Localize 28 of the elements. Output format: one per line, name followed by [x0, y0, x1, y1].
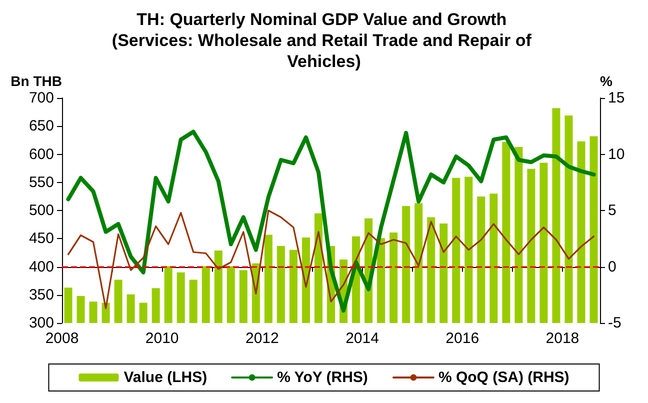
- x-tick-label: 2008: [45, 330, 79, 347]
- line-series: [67, 210, 595, 310]
- y-axis-title: Bn THB: [10, 73, 62, 89]
- x-tick-label: 2012: [246, 330, 279, 347]
- y-tick-label: 300: [28, 314, 54, 332]
- x-tick-label: 2014: [346, 330, 379, 347]
- legend-label: % QoQ (SA) (RHS): [438, 369, 570, 386]
- legend-label: % YoY (RHS): [277, 369, 368, 386]
- y-tick-label: 550: [28, 174, 54, 191]
- y2-tick-label: 10: [608, 146, 625, 163]
- y-tick-label: 400: [28, 258, 54, 276]
- y-tick-label: 650: [28, 118, 54, 135]
- x-tick-label: 2018: [546, 330, 580, 347]
- y-tick-label: 700: [28, 90, 54, 106]
- legend-label: Value (LHS): [124, 369, 208, 386]
- y-tick-label: 500: [28, 202, 54, 219]
- y-tick-label: 350: [28, 286, 54, 304]
- x-tick-label: 2010: [145, 330, 179, 347]
- y-tick-label: 450: [28, 230, 54, 248]
- y2-tick-label: 0: [608, 258, 616, 276]
- x-tick-label: 2016: [446, 330, 480, 347]
- y2-axis-title: %: [600, 73, 613, 89]
- y2-tick-label: 15: [608, 90, 625, 106]
- line-series: [66, 130, 596, 313]
- y2-tick-label: -5: [608, 314, 622, 332]
- y-tick-label: 600: [28, 146, 54, 163]
- chart-title: TH: Quarterly Nominal GDP Value and Growth (Services: Wholesale and Retail Trade and Repair of Vehicles): [112, 10, 536, 71]
- y2-tick-label: 5: [608, 202, 616, 219]
